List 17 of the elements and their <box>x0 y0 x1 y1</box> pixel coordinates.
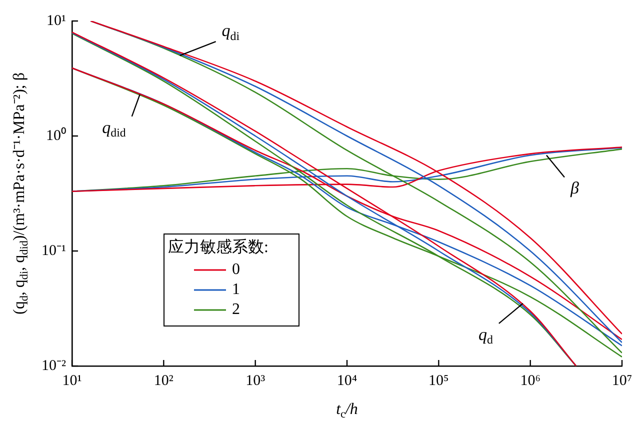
legend-label: 0 <box>232 261 240 278</box>
y-axis-title: (qd, qdi, qdid)/(m³·mPa·s·d⁻¹·MPa⁻²); β <box>11 72 31 314</box>
y-tick-label: 10⁻¹ <box>42 242 66 259</box>
x-tick-label: 10⁷ <box>612 372 632 389</box>
x-tick-label: 10³ <box>246 372 266 389</box>
legend-label: 2 <box>232 301 240 318</box>
x-tick-label: 10⁶ <box>520 372 540 389</box>
y-tick-label: 10¹ <box>46 12 66 29</box>
x-tick-label: 10² <box>154 372 174 389</box>
legend-label: 1 <box>232 281 240 298</box>
legend-title: 应力敏感系数: <box>168 238 268 256</box>
y-tick-label: 10⁻² <box>42 358 66 374</box>
x-tick-label: 10⁵ <box>428 372 449 389</box>
annotation: β <box>569 178 580 198</box>
x-tick-label: 10⁴ <box>336 372 358 389</box>
x-tick-label: 10¹ <box>62 372 82 389</box>
y-tick-label: 10⁰ <box>46 126 66 144</box>
